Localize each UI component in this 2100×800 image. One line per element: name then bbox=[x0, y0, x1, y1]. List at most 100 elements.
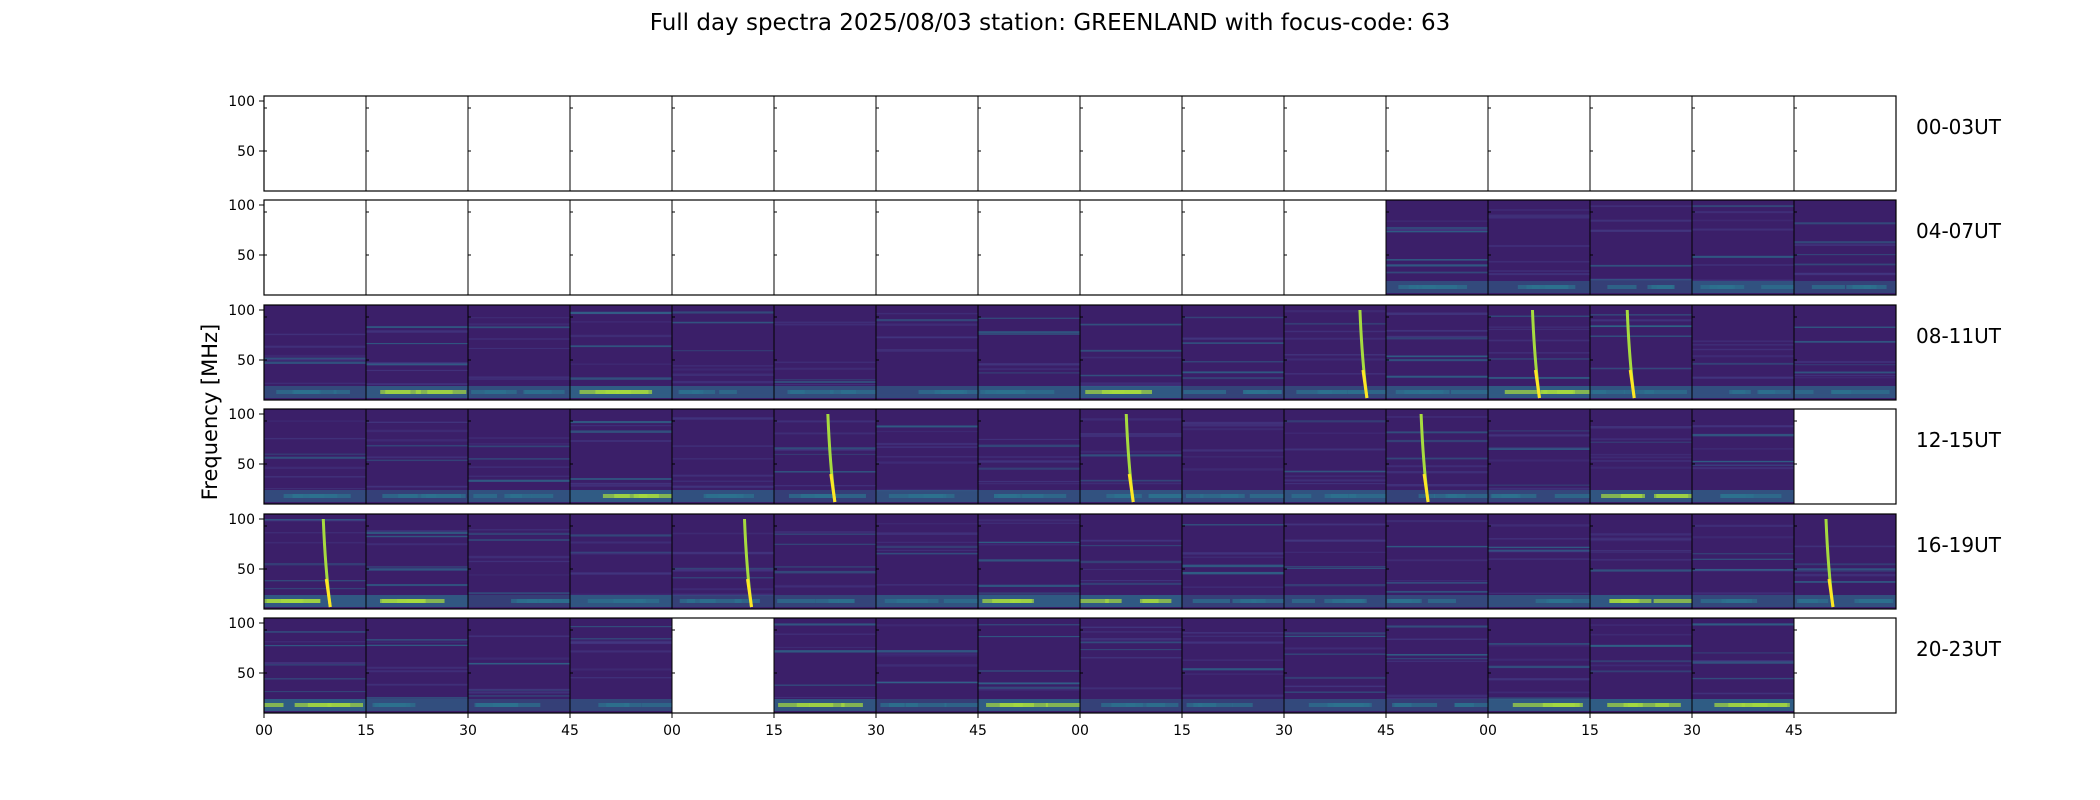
interference-line bbox=[468, 317, 570, 319]
empty-panel bbox=[366, 96, 468, 191]
empty-panel bbox=[672, 200, 774, 295]
interference-line bbox=[264, 563, 366, 566]
interference-line bbox=[1080, 580, 1182, 582]
spectrum-panel bbox=[1284, 618, 1386, 713]
interference-line bbox=[1080, 656, 1182, 659]
interference-line bbox=[1794, 581, 1896, 583]
low-frequency-band bbox=[292, 494, 325, 498]
interference-line bbox=[366, 670, 468, 673]
interference-line bbox=[570, 650, 672, 653]
low-frequency-band bbox=[809, 703, 845, 707]
interference-line bbox=[672, 321, 774, 324]
radio-burst-peak bbox=[746, 578, 753, 608]
empty-panel bbox=[1284, 200, 1386, 295]
spectrum-panel bbox=[978, 618, 1087, 713]
interference-line bbox=[876, 430, 978, 433]
empty-panel bbox=[1794, 618, 1896, 713]
low-frequency-band bbox=[800, 494, 841, 498]
spectrum-panel bbox=[366, 200, 468, 295]
low-frequency-band bbox=[587, 599, 615, 603]
interference-line bbox=[264, 345, 366, 348]
spectra-row: 50 100 20-23UT bbox=[228, 616, 2002, 714]
spectrum-panel bbox=[1692, 200, 1798, 295]
panel-background bbox=[264, 409, 366, 504]
interference-line bbox=[468, 529, 570, 531]
low-frequency-band bbox=[1811, 285, 1845, 289]
empty-panel bbox=[1284, 96, 1386, 191]
spectrum-panel bbox=[264, 305, 366, 400]
low-frequency-band bbox=[1080, 595, 1182, 607]
interference-line bbox=[672, 458, 774, 460]
interference-line bbox=[672, 569, 774, 572]
spectrum-panel bbox=[264, 200, 366, 295]
spectrum-panel bbox=[1182, 96, 1284, 191]
interference-line bbox=[978, 670, 1080, 673]
interference-line bbox=[1284, 448, 1386, 451]
low-frequency-band bbox=[679, 599, 696, 603]
low-frequency-band bbox=[1445, 494, 1466, 498]
interference-line bbox=[468, 475, 570, 477]
x-tick-label: 30 bbox=[867, 723, 885, 739]
spectrum-panel bbox=[570, 305, 672, 400]
x-tick-label: 30 bbox=[459, 723, 477, 739]
low-frequency-band bbox=[1655, 703, 1681, 707]
low-frequency-band bbox=[283, 494, 304, 498]
low-frequency-band bbox=[468, 386, 570, 398]
interference-line bbox=[1794, 374, 1896, 376]
interference-line bbox=[1386, 271, 1488, 274]
interference-line bbox=[1794, 563, 1896, 566]
interference-line bbox=[1692, 652, 1794, 654]
interference-line bbox=[366, 530, 468, 532]
interference-line bbox=[570, 363, 672, 365]
interference-line bbox=[264, 453, 366, 455]
interference-line bbox=[1182, 694, 1284, 697]
spectrum-panel bbox=[672, 200, 774, 295]
interference-line bbox=[1182, 456, 1284, 458]
interference-line bbox=[1488, 326, 1590, 328]
low-frequency-band bbox=[686, 599, 716, 603]
interference-line bbox=[1182, 556, 1284, 559]
interference-line bbox=[1182, 371, 1284, 374]
interference-line bbox=[1080, 418, 1182, 421]
interference-line bbox=[1692, 425, 1794, 428]
interference-line bbox=[1692, 553, 1794, 555]
low-frequency-band bbox=[1220, 494, 1239, 498]
low-frequency-band bbox=[1330, 494, 1349, 498]
spectra-row: 50 100 12-15UT bbox=[228, 407, 2002, 505]
interference-line bbox=[1182, 316, 1284, 319]
interference-line bbox=[264, 691, 366, 693]
interference-line bbox=[1488, 358, 1590, 360]
low-frequency-band bbox=[1183, 390, 1227, 394]
interference-line bbox=[1488, 447, 1590, 451]
spectrum-panel bbox=[1488, 305, 1600, 400]
interference-line bbox=[774, 471, 876, 473]
interference-line bbox=[1692, 264, 1794, 267]
interference-line bbox=[1386, 355, 1488, 358]
interference-line bbox=[1692, 623, 1794, 625]
interference-line bbox=[774, 453, 876, 455]
low-frequency-band bbox=[829, 390, 857, 394]
interference-line bbox=[1284, 310, 1386, 313]
interference-line bbox=[468, 443, 570, 445]
interference-line bbox=[1182, 668, 1284, 671]
spectrum-panel bbox=[1590, 409, 1695, 504]
spectrum-panel bbox=[1284, 200, 1386, 295]
interference-line bbox=[570, 638, 672, 640]
interference-line bbox=[1692, 219, 1794, 222]
interference-line bbox=[672, 311, 774, 314]
interference-line bbox=[1590, 219, 1692, 222]
interference-line bbox=[1080, 434, 1182, 438]
interference-line bbox=[1692, 376, 1794, 379]
row-label: 04-07UT bbox=[1916, 219, 2002, 243]
interference-line bbox=[1182, 524, 1284, 526]
spectrum-panel bbox=[468, 409, 570, 504]
interference-line bbox=[978, 438, 1080, 440]
interference-line bbox=[1692, 568, 1794, 571]
low-frequency-band bbox=[374, 703, 396, 707]
interference-line bbox=[264, 640, 366, 643]
interference-line bbox=[264, 519, 366, 521]
panel-background bbox=[1692, 409, 1794, 504]
interference-line bbox=[1284, 479, 1386, 482]
interference-line bbox=[774, 586, 876, 588]
panel-background bbox=[1386, 409, 1488, 504]
